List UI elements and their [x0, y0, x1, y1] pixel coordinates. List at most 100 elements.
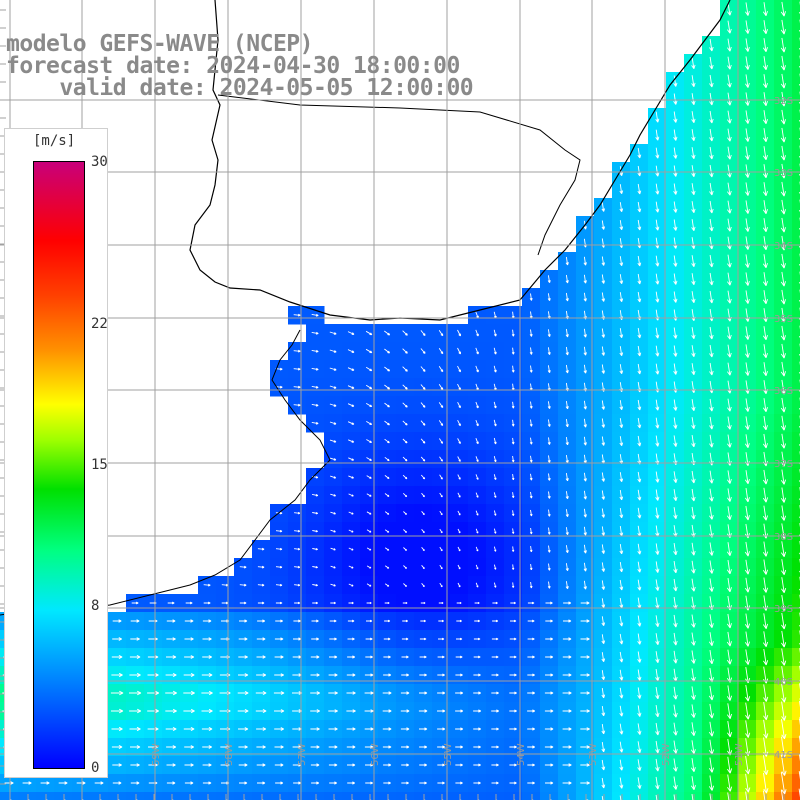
wind-arrow	[637, 669, 642, 681]
wind-arrow	[366, 493, 372, 497]
wind-arrow	[475, 419, 479, 427]
wind-arrow	[580, 727, 590, 731]
wind-cell	[792, 144, 800, 163]
wind-arrow	[165, 708, 177, 714]
wind-arrow	[544, 727, 554, 731]
wind-arrow	[545, 637, 554, 641]
wind-arrow	[511, 546, 515, 552]
wind-arrow	[274, 637, 284, 641]
wind-arrow	[601, 724, 606, 735]
wind-arrow	[709, 38, 714, 52]
wind-arrow	[601, 274, 606, 284]
wind-arrow	[184, 637, 194, 641]
wind-arrow	[400, 727, 410, 731]
wind-arrow	[401, 763, 410, 767]
wind-arrow	[403, 511, 408, 515]
wind-arrow	[655, 201, 660, 213]
wind-arrow	[330, 493, 336, 497]
wind-arrow	[511, 437, 515, 445]
wind-arrow	[364, 727, 374, 731]
wind-cell	[792, 126, 800, 145]
wind-arrow	[744, 577, 751, 593]
wind-arrow	[655, 615, 660, 627]
wind-arrow	[745, 2, 750, 16]
wind-arrow	[201, 672, 213, 678]
wind-arrow	[457, 564, 461, 570]
wind-arrow	[203, 601, 211, 605]
wind-arrow	[727, 74, 732, 88]
wind-arrow	[366, 475, 372, 479]
wind-arrow	[691, 165, 696, 178]
wind-arrow	[383, 781, 391, 785]
wind-arrow	[762, 110, 768, 125]
wind-arrow	[708, 614, 714, 628]
wind-arrow	[473, 763, 481, 767]
wind-arrow	[457, 510, 461, 516]
wind-arrow	[545, 601, 553, 605]
wind-arrow	[420, 384, 426, 390]
wind-arrow	[255, 708, 267, 714]
wind-arrow	[762, 164, 768, 179]
wind-arrow	[637, 741, 642, 753]
wind-arrow	[691, 183, 696, 196]
wind-arrow	[637, 345, 642, 357]
wind-arrow	[601, 490, 606, 500]
wind-arrow	[457, 419, 461, 427]
wind-arrow	[655, 399, 660, 411]
wind-arrow	[493, 528, 497, 534]
wind-arrow	[762, 2, 768, 17]
wind-arrow	[509, 763, 517, 767]
wind-cell	[792, 72, 800, 91]
wind-arrow	[655, 165, 660, 177]
wind-arrow	[709, 290, 714, 304]
wind-arrow	[727, 20, 732, 34]
wind-cell	[792, 306, 800, 325]
wind-arrow	[402, 366, 408, 372]
wind-arrow	[727, 254, 732, 268]
wind-arrow	[762, 326, 768, 341]
wind-arrow	[691, 219, 696, 232]
wind-arrow	[562, 781, 572, 785]
wind-cell	[792, 774, 800, 793]
wind-cell	[792, 378, 800, 397]
wind-arrow	[762, 38, 768, 53]
wind-arrow	[562, 709, 572, 713]
wind-arrow	[348, 493, 354, 497]
wind-arrow	[726, 578, 732, 593]
wind-arrow	[709, 488, 714, 502]
wind-arrow	[780, 397, 786, 413]
wind-arrow	[691, 542, 696, 556]
wind-arrow	[637, 291, 642, 303]
wind-arrow	[420, 438, 426, 444]
wind-arrow	[780, 145, 786, 161]
wind-arrow	[383, 763, 392, 767]
wind-arrow	[637, 615, 642, 627]
wind-arrow	[457, 329, 461, 337]
wind-arrow	[691, 129, 696, 142]
wind-arrow	[780, 433, 787, 449]
wind-arrow	[201, 690, 213, 696]
wind-arrow	[402, 384, 408, 390]
wind-arrow	[401, 655, 409, 659]
wind-arrow	[727, 756, 733, 774]
wind-arrow	[329, 439, 337, 443]
wind-arrow	[583, 418, 587, 428]
wind-arrow	[762, 541, 769, 557]
wind-cell	[792, 468, 800, 487]
wind-arrow	[437, 655, 445, 659]
wind-arrow	[491, 727, 499, 731]
wind-arrow	[673, 435, 678, 447]
longitude-label: 51W	[734, 743, 745, 766]
wind-arrow	[384, 619, 391, 623]
wind-arrow	[293, 403, 301, 407]
wind-arrow	[583, 544, 587, 554]
wind-arrow	[691, 488, 696, 502]
wind-arrow	[455, 673, 463, 677]
latitude-label: 38S	[774, 532, 793, 543]
wind-arrow	[310, 673, 320, 677]
wind-arrow	[565, 473, 569, 482]
wind-arrow	[401, 673, 410, 677]
wind-arrow	[544, 709, 554, 713]
wind-cell	[792, 702, 800, 721]
